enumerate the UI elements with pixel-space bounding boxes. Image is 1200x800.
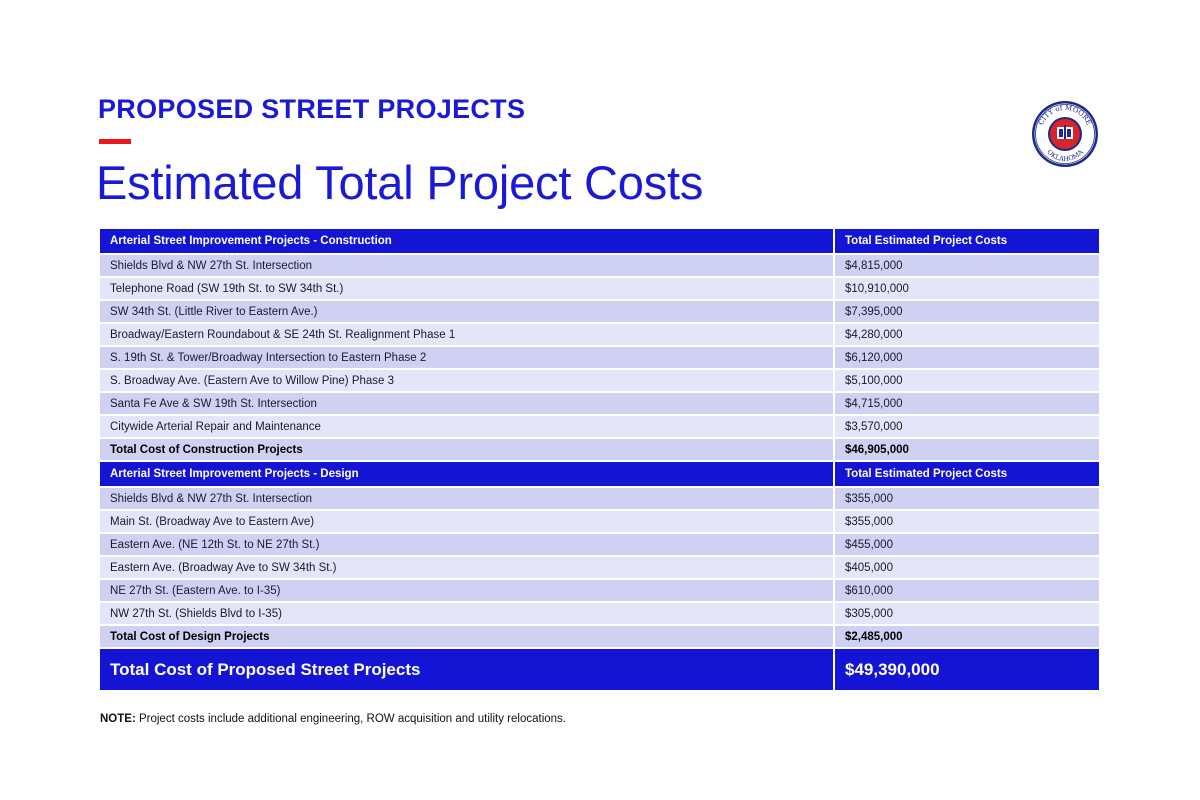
construction-row: Shields Blvd & NW 27th St. Intersection $…: [100, 255, 1099, 276]
construction-header-row: Arterial Street Improvement Projects - C…: [100, 229, 1099, 253]
city-seal-logo: CITY of MOORE OKLAHOMA: [1032, 101, 1098, 167]
construction-row-project-cell: S. Broadway Ave. (Eastern Ave to Willow …: [100, 370, 833, 391]
design-total-row-cost-cell: $2,485,000: [835, 626, 1099, 647]
design-row: Eastern Ave. (Broadway Ave to SW 34th St…: [100, 557, 1099, 578]
construction-row-cost-cell: $6,120,000: [835, 347, 1099, 368]
design-header-row-cost-cell: Total Estimated Project Costs: [835, 462, 1099, 486]
construction-row: Broadway/Eastern Roundabout & SE 24th St…: [100, 324, 1099, 345]
note-text: Project costs include additional enginee…: [135, 713, 566, 725]
construction-row-project-cell: Citywide Arterial Repair and Maintenance: [100, 416, 833, 437]
design-row: Eastern Ave. (NE 12th St. to NE 27th St.…: [100, 534, 1099, 555]
construction-total-row-cost-cell: $46,905,000: [835, 439, 1099, 460]
construction-total-row: Total Cost of Construction Projects $46,9…: [100, 439, 1099, 460]
design-row-cost-cell: $455,000: [835, 534, 1099, 555]
construction-row-project-cell: Santa Fe Ave & SW 19th St. Intersection: [100, 393, 833, 414]
construction-row: Telephone Road (SW 19th St. to SW 34th S…: [100, 278, 1099, 299]
construction-row: Santa Fe Ave & SW 19th St. Intersection $…: [100, 393, 1099, 414]
construction-row: SW 34th St. (Little River to Eastern Ave…: [100, 301, 1099, 322]
design-row-cost-cell: $610,000: [835, 580, 1099, 601]
design-row: NW 27th St. (Shields Blvd to I-35) $305,0…: [100, 603, 1099, 624]
construction-row-project-cell: Shields Blvd & NW 27th St. Intersection: [100, 255, 833, 276]
construction-row-cost-cell: $7,395,000: [835, 301, 1099, 322]
design-row-project-cell: NE 27th St. (Eastern Ave. to I-35): [100, 580, 833, 601]
note-label: NOTE:: [100, 713, 136, 725]
construction-row-cost-cell: $3,570,000: [835, 416, 1099, 437]
construction-row-cost-cell: $4,815,000: [835, 255, 1099, 276]
construction-row-project-cell: S. 19th St. & Tower/Broadway Intersectio…: [100, 347, 833, 368]
design-row-cost-cell: $405,000: [835, 557, 1099, 578]
accent-bar: [99, 139, 131, 144]
design-row-project-cell: Eastern Ave. (Broadway Ave to SW 34th St…: [100, 557, 833, 578]
design-header-row: Arterial Street Improvement Projects - D…: [100, 462, 1099, 486]
grand-total-row-cost-cell: $49,390,000: [835, 649, 1099, 690]
design-row-project-cell: NW 27th St. (Shields Blvd to I-35): [100, 603, 833, 624]
construction-row-cost-cell: $10,910,000: [835, 278, 1099, 299]
design-row-project-cell: Shields Blvd & NW 27th St. Intersection: [100, 488, 833, 509]
construction-row-cost-cell: $5,100,000: [835, 370, 1099, 391]
design-row-project-cell: Main St. (Broadway Ave to Eastern Ave): [100, 511, 833, 532]
project-cost-table: Arterial Street Improvement Projects - C…: [100, 229, 1101, 690]
construction-row: S. Broadway Ave. (Eastern Ave to Willow …: [100, 370, 1099, 391]
design-row-cost-cell: $355,000: [835, 511, 1099, 532]
design-row: NE 27th St. (Eastern Ave. to I-35) $610,0…: [100, 580, 1099, 601]
page-title: Estimated Total Project Costs: [96, 156, 704, 209]
grand-total-row: Total Cost of Proposed Street Projects $4…: [100, 649, 1099, 690]
design-row-cost-cell: $355,000: [835, 488, 1099, 509]
construction-row: Citywide Arterial Repair and Maintenance…: [100, 416, 1099, 437]
construction-header-row-cost-cell: Total Estimated Project Costs: [835, 229, 1099, 253]
construction-header-row-project-cell: Arterial Street Improvement Projects - C…: [100, 229, 833, 253]
page-kicker: PROPOSED STREET PROJECTS: [98, 94, 526, 124]
design-row: Main St. (Broadway Ave to Eastern Ave) $3…: [100, 511, 1099, 532]
construction-row: S. 19th St. & Tower/Broadway Intersectio…: [100, 347, 1099, 368]
design-header-row-project-cell: Arterial Street Improvement Projects - D…: [100, 462, 833, 486]
design-row: Shields Blvd & NW 27th St. Intersection $…: [100, 488, 1099, 509]
construction-row-project-cell: SW 34th St. (Little River to Eastern Ave…: [100, 301, 833, 322]
construction-row-cost-cell: $4,280,000: [835, 324, 1099, 345]
design-row-project-cell: Eastern Ave. (NE 12th St. to NE 27th St.…: [100, 534, 833, 555]
construction-row-project-cell: Telephone Road (SW 19th St. to SW 34th S…: [100, 278, 833, 299]
construction-total-row-project-cell: Total Cost of Construction Projects: [100, 439, 833, 460]
design-total-row: Total Cost of Design Projects $2,485,000: [100, 626, 1099, 647]
design-total-row-project-cell: Total Cost of Design Projects: [100, 626, 833, 647]
construction-row-cost-cell: $4,715,000: [835, 393, 1099, 414]
grand-total-row-project-cell: Total Cost of Proposed Street Projects: [100, 649, 833, 690]
design-row-cost-cell: $305,000: [835, 603, 1099, 624]
footnote: NOTE: Project costs include additional e…: [100, 713, 566, 725]
construction-row-project-cell: Broadway/Eastern Roundabout & SE 24th St…: [100, 324, 833, 345]
